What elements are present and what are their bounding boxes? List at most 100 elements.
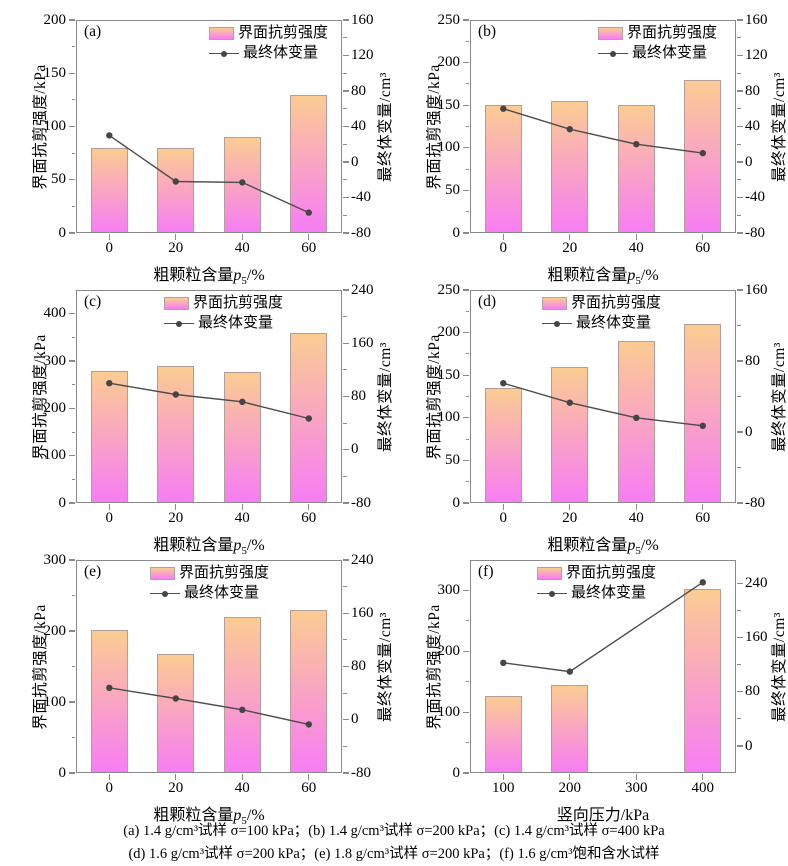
right-tick [737, 90, 743, 92]
right-tick-label: 0 [351, 153, 359, 170]
line-marker [305, 721, 312, 728]
right-tick-label: -80 [351, 764, 371, 781]
x-tick-label: 300 [625, 780, 648, 796]
right-tick-label: 0 [745, 423, 753, 440]
x-axis-title-unit: /% [640, 537, 659, 554]
left-tick [69, 179, 75, 181]
left-tick-label: 200 [437, 324, 461, 341]
legend-line-sample-icon [209, 49, 239, 58]
left-minor-tick [465, 310, 469, 312]
x-axis-title-var: p [627, 537, 636, 554]
right-tick [343, 196, 349, 199]
plot-area: 0 100 200 300 400 -80 0 80 160 240 0 20 40 60 (c) 界面抗剪强… [44, 282, 374, 526]
x-axis-title: 竖向压力/kPa [557, 801, 649, 825]
left-tick-label: 0 [452, 764, 461, 781]
x-tick-label: 40 [628, 510, 644, 526]
right-tick [343, 289, 349, 291]
right-tick [737, 745, 743, 747]
plot-area: 0 50 100 150 200 250 -80 0 80 160 0 20 40 60 (d) 界面抗剪强度… [438, 282, 768, 526]
legend-bar-swatch [150, 567, 175, 580]
bar-40 [223, 616, 261, 773]
line-marker [305, 415, 312, 422]
left-tick [463, 650, 469, 652]
x-tick [308, 774, 310, 780]
left-tick-label: 200 [43, 399, 67, 416]
x-tick [635, 234, 637, 240]
chart-panel-d: 界面抗剪强度/kPa 最终体变量/cm³ 0 50 100 150 200 250 -80 0 80… [394, 278, 788, 557]
x-axis-title-text: 粗颗粒含量 [153, 537, 234, 554]
right-tick-label: 160 [351, 11, 374, 28]
x-tick-label: 60 [695, 240, 711, 256]
left-minor-tick [71, 205, 75, 207]
bar-40 [617, 105, 655, 233]
line-path [108, 134, 310, 214]
left-tick-label: 100 [43, 447, 67, 464]
left-minor-tick [71, 595, 75, 596]
left-axis-title: 界面抗剪强度/kPa [426, 63, 443, 190]
legend-line-label: 最终体变量 [243, 45, 319, 61]
left-minor-tick [71, 666, 75, 667]
bar-0 [484, 388, 522, 503]
left-tick-label: 100 [43, 693, 67, 710]
left-minor-tick [71, 99, 75, 101]
left-minor-tick [465, 126, 469, 127]
x-tick-label: 20 [168, 240, 184, 256]
right-tick [343, 449, 349, 451]
right-tick [343, 559, 349, 561]
right-minor-tick [343, 37, 347, 39]
left-tick [69, 559, 75, 561]
left-tick [69, 630, 75, 632]
x-axis-title-sub: 5 [241, 815, 247, 828]
panel-letter: (b) [478, 23, 497, 40]
x-tick-label: 60 [301, 780, 317, 796]
right-minor-tick [737, 325, 741, 326]
right-tick-label: 160 [745, 11, 768, 28]
right-tick [343, 342, 349, 344]
legend-bar-swatch [209, 27, 234, 40]
x-tick [175, 234, 177, 240]
legend-line-dot [554, 320, 560, 327]
left-tick [463, 374, 469, 376]
right-tick-label: -80 [745, 494, 765, 511]
left-tick [69, 502, 75, 504]
x-axis-title-text: 粗颗粒含量 [153, 267, 234, 284]
x-tick-label: 0 [105, 780, 114, 796]
line-series [106, 380, 312, 422]
legend-line-dot [221, 50, 227, 57]
x-tick-label: 0 [499, 240, 508, 256]
right-minor-tick [343, 745, 347, 747]
left-tick-label: 150 [43, 64, 67, 81]
left-tick-label: 200 [437, 54, 461, 71]
left-tick-label: 250 [437, 281, 461, 298]
right-tick-label: -40 [745, 189, 765, 205]
line-series [106, 684, 312, 728]
right-tick [737, 583, 743, 585]
x-tick-label: 400 [691, 780, 715, 796]
left-axis-title: 界面抗剪强度/kPa [426, 333, 443, 460]
left-minor-tick [465, 353, 469, 355]
legend: 界面抗剪强度 最终体变量 [150, 566, 269, 606]
caption-line-2: (d) 1.6 g/cm³试样 σ=200 kPa；(e) 1.8 g/cm³试… [128, 846, 660, 863]
left-minor-tick [71, 384, 75, 386]
right-tick-label: 240 [745, 575, 768, 592]
legend-bar-swatch [537, 567, 562, 580]
figure-caption: (a) 1.4 g/cm³试样 σ=100 kPa；(b) 1.4 g/cm³试… [0, 820, 788, 866]
legend-row-bar: 界面抗剪强度 [537, 566, 656, 581]
legend: 界面抗剪强度 最终体变量 [537, 566, 656, 606]
x-tick-label: 20 [562, 240, 578, 256]
legend-line-sample-icon [542, 319, 572, 328]
x-axis-title: 粗颗粒含量p5/% [153, 261, 264, 287]
x-tick-label: 40 [234, 240, 250, 256]
x-axis-title-unit: /kPa [620, 807, 650, 824]
legend-line-sample-icon [598, 49, 628, 58]
legend-row-bar: 界面抗剪强度 [542, 296, 661, 311]
right-minor-tick [737, 179, 741, 181]
legend-bar-label: 界面抗剪强度 [193, 295, 284, 311]
x-tick-label: 60 [695, 510, 711, 526]
left-tick [463, 417, 469, 419]
bar-20 [157, 653, 195, 773]
right-tick [343, 772, 349, 774]
panel-letter: (d) [478, 293, 497, 310]
x-tick [502, 504, 504, 510]
x-tick-label: 40 [234, 510, 250, 526]
